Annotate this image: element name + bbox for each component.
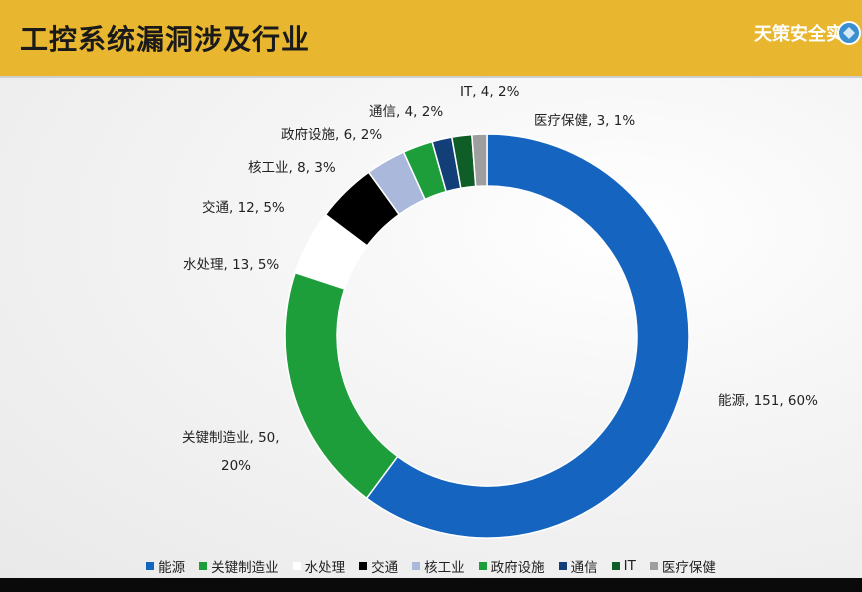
legend-swatch (558, 562, 567, 570)
chart-area: 能源, 151, 60% 关键制造业, 50, 20% 水处理, 13, 5% 交通, … (0, 78, 862, 578)
data-label-2: 水处理, 13, 5% (183, 257, 279, 273)
header-divider (0, 76, 862, 78)
legend-label: 通信 (570, 560, 598, 576)
data-label-7: IT, 4, 2% (460, 84, 520, 100)
legend-swatch (359, 562, 368, 570)
legend-swatch (611, 562, 620, 570)
data-label-0: 能源, 151, 60% (718, 393, 818, 409)
legend-label: 政府设施 (490, 560, 545, 576)
legend-item: 水处理 (292, 556, 346, 576)
data-label-3: 交通, 12, 5% (202, 199, 285, 216)
brand-text: 天策安全实 (754, 24, 844, 45)
legend-swatch (478, 562, 487, 570)
legend-label: 水处理 (304, 560, 346, 576)
header-bar: 工控系统漏洞涉及行业 天策安全实 (0, 0, 862, 76)
data-label-8: 医疗保健, 3, 1% (534, 113, 635, 129)
legend-label: 关键制造业 (211, 560, 279, 576)
data-label-1-line2: 20% (221, 458, 251, 474)
legend-item: 核工业 (412, 556, 465, 576)
page-title: 工控系统漏洞涉及行业 (20, 23, 311, 56)
legend-label: IT (623, 558, 636, 574)
data-label-5: 政府设施, 6, 2% (281, 127, 382, 143)
legend-item: 政府设施 (478, 556, 545, 576)
donut-chart: 能源, 151, 60% 关键制造业, 50, 20% 水处理, 13, 5% 交通, … (182, 84, 818, 539)
legend-item: 能源 (146, 556, 185, 576)
legend-swatch (199, 562, 208, 570)
legend-swatch (649, 562, 658, 570)
slice-1 (284, 271, 399, 500)
legend-label: 能源 (158, 560, 186, 576)
bottom-bar (0, 578, 862, 592)
brand-logo-icon (837, 21, 861, 45)
legend-swatch (412, 562, 421, 570)
legend-item: 关键制造业 (199, 556, 279, 576)
legend-swatch (146, 562, 155, 570)
legend-item: IT (611, 558, 636, 574)
legend-label: 核工业 (424, 560, 465, 576)
slice-8 (471, 133, 488, 188)
chart-legend: 能源 关键制造业 水处理 交通 核工业 政府设施 通信 IT 医疗保健 (0, 555, 862, 577)
legend-swatch (292, 562, 301, 570)
legend-label: 交通 (371, 560, 399, 576)
legend-item: 医疗保健 (649, 556, 716, 576)
slice-0 (365, 133, 690, 539)
legend-label: 医疗保健 (661, 560, 716, 576)
data-label-6: 通信, 4, 2% (369, 104, 443, 120)
data-label-1: 关键制造业, 50, (182, 430, 280, 446)
data-label-4: 核工业, 8, 3% (248, 160, 336, 176)
legend-item: 通信 (558, 556, 598, 576)
legend-item: 交通 (359, 556, 398, 576)
